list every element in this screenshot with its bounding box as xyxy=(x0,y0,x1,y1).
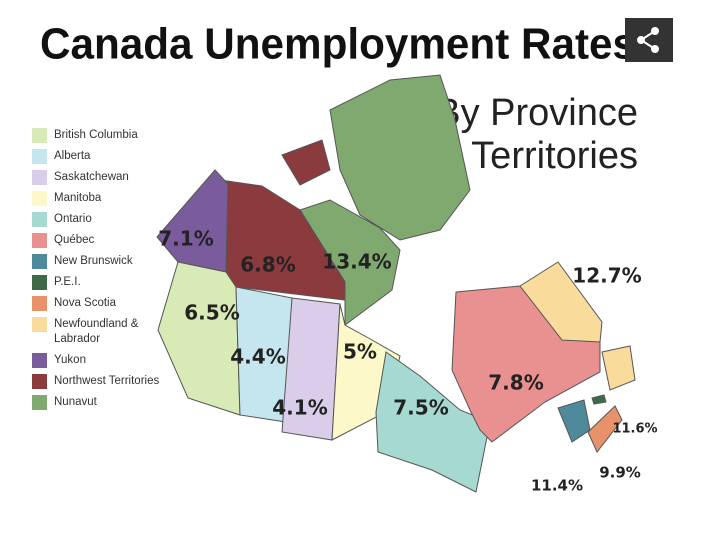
legend-label: Nunavut xyxy=(54,396,97,408)
legend-swatch xyxy=(32,149,47,164)
region xyxy=(591,394,607,405)
legend-item: Nunavut xyxy=(32,395,162,410)
legend-item: P.E.I. xyxy=(32,275,162,290)
rate-label: 6.8% xyxy=(240,253,295,277)
legend-swatch xyxy=(32,296,47,311)
rate-label: 7.1% xyxy=(158,227,213,251)
regions xyxy=(156,74,636,493)
legend-item: Saskatchewan xyxy=(32,170,162,185)
rate-label: 9.9% xyxy=(599,464,641,482)
legend-swatch xyxy=(32,233,47,248)
legend-label: Alberta xyxy=(54,150,91,162)
title: Canada Unemployment Rates xyxy=(40,20,636,69)
rate-label: 11.6% xyxy=(612,422,657,437)
legend-item: Alberta xyxy=(32,149,162,164)
legend-item: Yukon xyxy=(32,353,162,368)
region-labels: 7.1% 6.8% 13.4% 6.5% 4.4% 5% 4.1% 7.5% 7.8% 12.7%… xyxy=(158,227,657,495)
rate-label: 13.4% xyxy=(322,250,391,274)
legend-label: New Brunswick xyxy=(54,255,133,267)
legend-label: British Columbia xyxy=(54,129,138,141)
legend-item: New Brunswick xyxy=(32,254,162,269)
legend-item: Manitoba xyxy=(32,191,162,206)
region xyxy=(519,261,636,391)
legend-label: Nova Scotia xyxy=(54,297,117,309)
legend-label: Yukon xyxy=(54,354,86,366)
rate-label: 5% xyxy=(343,340,377,364)
region xyxy=(156,169,229,273)
legend-swatch xyxy=(32,170,47,185)
rate-label: 6.5% xyxy=(184,301,239,325)
subtitle-line: By Province xyxy=(435,92,638,134)
region xyxy=(557,399,591,443)
legend-item: Newfoundland & Labrador xyxy=(32,317,162,347)
legend-swatch xyxy=(32,317,47,332)
legend-swatch xyxy=(32,212,47,227)
legend-label: P.E.I. xyxy=(54,276,81,288)
legend-item: Northwest Territories xyxy=(32,374,162,389)
rate-label: 11.4% xyxy=(531,477,583,495)
rate-label: 4.4% xyxy=(230,345,285,369)
legend-swatch xyxy=(32,128,47,143)
legend-swatch xyxy=(32,395,47,410)
legend-item: Ontario xyxy=(32,212,162,227)
region xyxy=(587,405,623,453)
legend-swatch xyxy=(32,374,47,389)
legend: British Columbia Alberta Saskatchewan Manit… xyxy=(32,128,162,416)
legend-item: British Columbia xyxy=(32,128,162,143)
legend-swatch xyxy=(32,254,47,269)
legend-item: Québec xyxy=(32,233,162,248)
legend-label: Manitoba xyxy=(54,192,102,204)
legend-label: Québec xyxy=(54,234,95,246)
legend-swatch xyxy=(32,275,47,290)
legend-swatch xyxy=(32,353,47,368)
legend-label: Newfoundland & Labrador xyxy=(54,318,139,345)
rate-label: 7.8% xyxy=(488,371,543,395)
region xyxy=(157,261,241,416)
region xyxy=(375,351,491,493)
rate-label: 7.5% xyxy=(393,396,448,420)
legend-label: Saskatchewan xyxy=(54,171,129,183)
legend-label: Ontario xyxy=(54,213,92,225)
rate-label: 12.7% xyxy=(572,264,641,288)
legend-swatch xyxy=(32,191,47,206)
legend-label: Northwest Territories xyxy=(54,375,160,387)
legend-item: Nova Scotia xyxy=(32,296,162,311)
rate-label: 4.1% xyxy=(272,396,327,420)
subtitle-line: & Territories xyxy=(436,135,638,177)
share-button[interactable] xyxy=(625,18,673,62)
